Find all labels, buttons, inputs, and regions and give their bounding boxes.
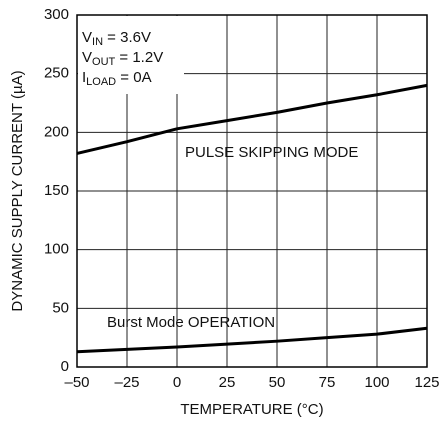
y-tick-label: 50 <box>52 299 69 316</box>
y-tick-label: 150 <box>44 182 69 199</box>
annotation-symbol: I <box>82 69 86 86</box>
series-line <box>76 83 428 155</box>
x-tick-label: 75 <box>319 374 336 391</box>
annotation-text: = 3.6V <box>103 29 151 46</box>
annotation-subscript: LOAD <box>86 76 116 88</box>
y-tick-label: 200 <box>44 123 69 140</box>
y-tick-label: 300 <box>44 6 69 23</box>
series-label: Burst Mode OPERATION <box>107 314 275 331</box>
annotation-symbol: V <box>82 49 92 66</box>
annotation-text: = 1.2V <box>115 49 163 66</box>
x-axis-label: TEMPERATURE (°C) <box>180 401 323 418</box>
x-tick-label: 0 <box>173 374 181 391</box>
series-line <box>76 326 428 354</box>
annotation-subscript: IN <box>92 36 103 48</box>
y-tick-label: 0 <box>61 358 69 375</box>
x-tick-label: 100 <box>364 374 389 391</box>
annotation: VOUT = 1.2V <box>82 49 163 68</box>
x-tick-label: 25 <box>219 374 236 391</box>
x-tick-label: 125 <box>414 374 439 391</box>
y-tick-label: 100 <box>44 241 69 258</box>
annotation-text: = 0A <box>116 69 151 86</box>
x-tick-label: –25 <box>114 374 139 391</box>
annotation: VIN = 3.6V <box>82 29 151 48</box>
x-tick-label: –50 <box>64 374 89 391</box>
series-label: PULSE SKIPPING MODE <box>185 144 358 161</box>
annotation-symbol: V <box>82 29 92 46</box>
annotation-subscript: OUT <box>92 56 116 68</box>
plot-frame <box>76 14 428 368</box>
annotation-box <box>78 16 184 94</box>
x-tick-label: 50 <box>269 374 286 391</box>
y-axis-label: DYNAMIC SUPPLY CURRENT (µA) <box>9 70 26 311</box>
y-tick-label: 250 <box>44 65 69 82</box>
annotation: ILOAD = 0A <box>82 69 152 88</box>
